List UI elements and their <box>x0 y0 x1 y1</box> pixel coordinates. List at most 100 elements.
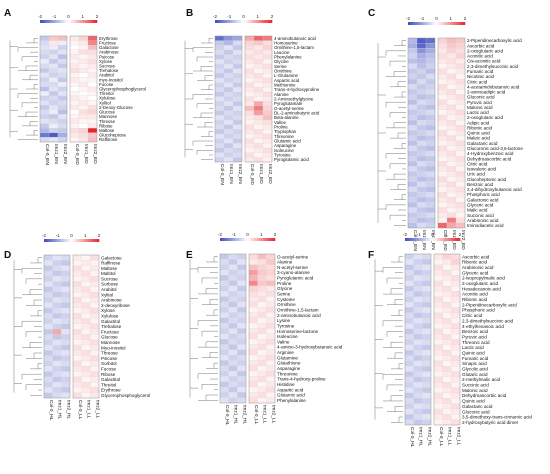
heatmap-cell <box>446 109 457 116</box>
heatmap-cell <box>39 81 50 87</box>
heatmap-cell <box>446 130 457 136</box>
heatmap-cell <box>57 68 68 73</box>
heatmap-cell <box>244 91 255 97</box>
row-label: Threose <box>99 119 116 124</box>
heatmap-cell <box>437 150 448 157</box>
heatmap-cell <box>253 101 264 107</box>
heatmap-cell <box>244 49 255 55</box>
column-label: tmz2_HL <box>241 405 247 425</box>
heatmap-cell <box>446 73 457 80</box>
heatmap-cell <box>407 114 418 121</box>
row-label: Lysine <box>277 318 291 323</box>
color-scale-step <box>50 239 54 242</box>
row-label: Maltose <box>99 128 115 133</box>
heatmap-cell <box>81 344 91 351</box>
heatmap-cell <box>223 77 234 83</box>
heatmap-cell <box>442 366 452 372</box>
heatmap-cell <box>48 123 59 129</box>
heatmap-cell <box>69 105 80 110</box>
heatmap-cell <box>87 91 98 97</box>
heatmap-cell <box>416 135 427 141</box>
heatmap-cell <box>39 128 50 133</box>
heatmap-cell <box>81 318 91 324</box>
heatmap-cell <box>39 109 50 115</box>
column-label: tmz1_LL <box>86 400 92 419</box>
heatmap-cell <box>442 253 452 260</box>
heatmap-cell <box>413 392 423 399</box>
heatmap-cell <box>433 408 443 415</box>
heatmap-cell <box>257 349 267 356</box>
heatmap-cell <box>253 115 264 121</box>
heatmap-cell <box>57 109 68 115</box>
heatmap-cell <box>407 94 418 100</box>
heatmap-cell <box>253 59 264 65</box>
column-label: Col-0_HL <box>409 427 415 448</box>
color-scale-tick: 1 <box>449 16 452 21</box>
heatmap-cell <box>39 68 50 73</box>
heatmap-cell <box>69 100 80 106</box>
heatmap-cell <box>61 355 71 362</box>
column-label: tmz2_LL <box>270 405 276 424</box>
row-label: Raffinose <box>99 137 118 142</box>
row-label: Citric acid <box>467 161 488 166</box>
heatmap-cell <box>69 118 80 124</box>
row-label: Alanine <box>277 260 293 265</box>
heatmap-cell <box>442 408 452 415</box>
heatmap-cell <box>39 105 50 110</box>
heatmap-cell <box>416 68 427 75</box>
heatmap-cell <box>442 344 452 351</box>
color-scale-step <box>229 238 232 241</box>
heatmap-cell <box>48 77 59 83</box>
heatmap-cell <box>72 302 82 309</box>
heatmap-cell <box>404 355 414 361</box>
heatmap-cell <box>262 133 273 139</box>
row-label: Pyroglutamic acid <box>277 276 314 281</box>
heatmap-cell <box>266 259 276 265</box>
heatmap-cell <box>43 318 53 324</box>
heatmap-cell <box>455 104 466 110</box>
row-label: Nicotinic acid <box>467 74 495 79</box>
heatmap-cell <box>262 110 273 116</box>
heatmap-cell <box>219 312 229 318</box>
row-label: Alanine <box>274 92 289 97</box>
heatmap-cell <box>69 109 80 115</box>
heatmap-cell <box>257 285 267 292</box>
column-labels: Col-0_HL tmz1_HL tmz2_HL Col-0_LL tmz1_LL tmz… <box>48 400 100 421</box>
heatmap-cell <box>214 96 225 102</box>
heatmap-cell <box>43 376 53 383</box>
heatmap-cell <box>78 35 89 41</box>
heatmap-cell <box>433 360 443 367</box>
heatmap-cell <box>266 328 276 334</box>
heatmap-cell <box>39 91 50 97</box>
color-scale-step <box>87 20 91 23</box>
row-label: myo-Inositol <box>99 77 123 82</box>
heatmap-cell <box>232 138 243 144</box>
color-scale-step <box>229 20 232 23</box>
color-scale-step <box>49 20 53 23</box>
heatmap-cell <box>407 202 418 208</box>
heatmap-cell <box>407 130 418 136</box>
heatmap-cell <box>266 392 276 398</box>
heatmap-cell <box>442 296 452 303</box>
row-label: Proline <box>274 125 288 130</box>
row-label: Histidine <box>277 382 295 387</box>
row-label: Galactitol <box>101 377 120 382</box>
heatmap-cell <box>433 275 443 281</box>
color-scale-tick: 2 <box>274 232 277 237</box>
row-label: Psicose <box>101 356 118 361</box>
heatmap-cell <box>248 328 258 334</box>
heatmap-cell <box>451 301 461 308</box>
heatmap-cell <box>48 86 59 92</box>
heatmap-cell <box>237 275 247 281</box>
heatmap-cell <box>223 115 234 121</box>
row-label: Sorbitol <box>101 361 117 366</box>
heatmap-cell <box>43 355 53 362</box>
heatmap-cell <box>244 68 255 74</box>
row-label: Arginine <box>277 350 294 355</box>
heatmap-cells <box>407 37 466 229</box>
heatmap-cell <box>446 156 457 162</box>
heatmap-cell <box>455 73 466 80</box>
heatmap-cell <box>228 386 238 393</box>
row-label: 2-Piperidinecarboxylic acid <box>467 38 522 43</box>
column-label: Col-0_ED <box>249 164 255 185</box>
